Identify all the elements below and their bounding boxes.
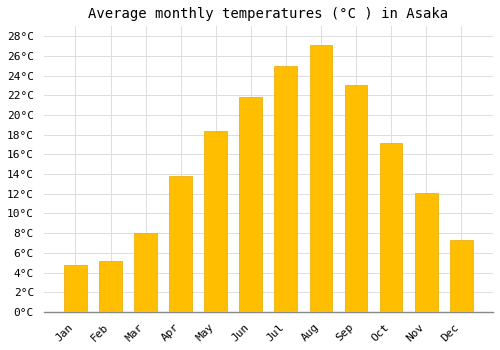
Title: Average monthly temperatures (°C ) in Asaka: Average monthly temperatures (°C ) in As… xyxy=(88,7,448,21)
Bar xyxy=(64,265,87,312)
Bar xyxy=(170,176,192,312)
Bar xyxy=(310,45,332,312)
Bar xyxy=(415,193,438,312)
Bar xyxy=(134,233,157,312)
Bar xyxy=(99,261,122,312)
Bar xyxy=(344,85,368,312)
Bar xyxy=(380,142,402,312)
Bar xyxy=(274,66,297,312)
Bar xyxy=(240,97,262,312)
Bar xyxy=(450,240,472,312)
Bar xyxy=(204,131,227,312)
